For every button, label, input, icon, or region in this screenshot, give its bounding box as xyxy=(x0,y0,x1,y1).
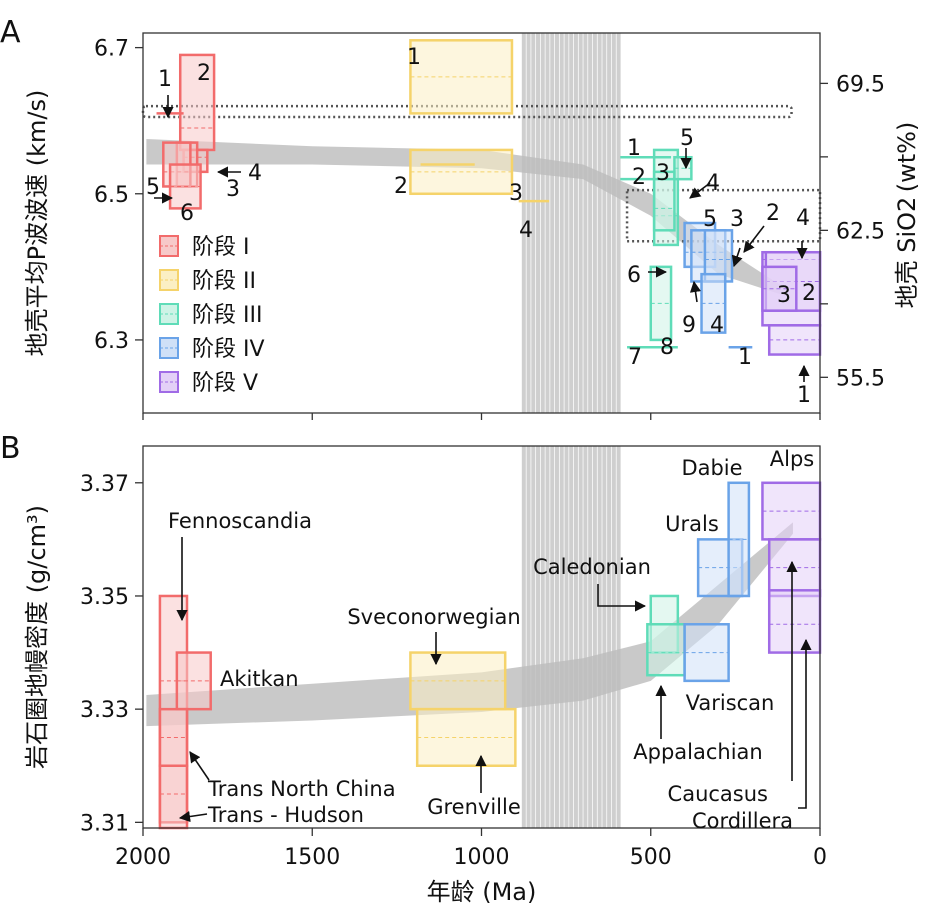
x-tick-label: 1500 xyxy=(284,845,340,870)
box-number-label: 9 xyxy=(682,313,696,338)
y-axis-title: 地壳平均P波波速 (km/s) xyxy=(23,90,51,357)
legend-label: 阶段 II xyxy=(192,269,256,294)
orogen-label: Akitkan xyxy=(220,667,299,691)
orogen-label: Grenville xyxy=(427,795,521,819)
orogen-label: Cordillera xyxy=(692,809,793,833)
box-number-label: 2 xyxy=(632,165,646,190)
pointer-arrow xyxy=(689,182,711,199)
box-number-label: 2 xyxy=(197,61,211,86)
legend-label: 阶段 V xyxy=(192,371,258,396)
box-number-label: 7 xyxy=(628,345,642,370)
panel-b: 3.31 3.33 3.35 3.37 2000 1500 1000 500 0 年龄 (Ma) 岩… xyxy=(0,431,827,906)
pointer-arrow xyxy=(689,280,702,303)
orogen-label: Alps xyxy=(770,447,814,471)
y2-tick-label: 69.5 xyxy=(836,72,885,97)
y-axis-title: 岩石圈地幔密度 (g/cm³) xyxy=(23,505,51,769)
y-tick-label: 6.3 xyxy=(94,329,129,354)
box-number-label: 4 xyxy=(796,206,810,231)
box-number-label: 8 xyxy=(660,335,674,360)
y2-axis-title: 地壳 SiO2 (wt%) xyxy=(893,122,925,309)
orogen-label: Sveconorwegian xyxy=(347,605,520,629)
legend-label: 阶段 I xyxy=(192,235,249,260)
data-box-stage-III xyxy=(652,170,676,232)
box-number-label: 1 xyxy=(738,345,752,370)
pointer-arrow xyxy=(798,638,812,809)
panel-letter-b: B xyxy=(0,431,21,466)
data-box-stage-I xyxy=(178,53,216,152)
data-box-stage-I xyxy=(158,764,189,830)
box-number-label: 3 xyxy=(656,161,670,186)
orogen-label: Caucasus xyxy=(668,782,768,806)
y2-tick-label: 62.5 xyxy=(836,219,885,244)
box-number-label: 4 xyxy=(706,171,720,196)
orogen-label: Variscan xyxy=(686,691,775,715)
box-number-label: 4 xyxy=(519,218,533,243)
orogen-label: Fennoscandia xyxy=(168,509,312,533)
y-tick-label: 6.7 xyxy=(94,37,129,62)
y-tick-label: 3.37 xyxy=(80,472,129,497)
box-number-label: 1 xyxy=(158,67,172,92)
box-number-label: 5 xyxy=(680,126,694,151)
box-number-label: 3 xyxy=(226,177,240,202)
box-number-label: 1 xyxy=(407,45,421,70)
x-tick-label: 0 xyxy=(813,845,827,870)
box-number-label: 3 xyxy=(509,181,523,206)
y2-axis-title-part: (wt%) xyxy=(893,122,921,193)
pointer-arrow xyxy=(597,584,647,612)
box-number-label: 6 xyxy=(180,201,194,226)
pointer-arrow xyxy=(178,810,208,823)
box-number-label: 1 xyxy=(797,383,811,408)
box-number-label: 5 xyxy=(146,175,160,200)
box-number-label: 5 xyxy=(703,207,717,232)
x-tick-label: 1000 xyxy=(454,845,510,870)
y-tick-label: 6.5 xyxy=(94,183,129,208)
y2-tick-label: 55.5 xyxy=(836,366,885,391)
orogen-label: Urals xyxy=(665,512,719,536)
legend-label: 阶段 IV xyxy=(192,337,265,362)
box-number-label: 1 xyxy=(627,136,641,161)
box-number-label: 4 xyxy=(248,161,262,186)
box-number-label: 2 xyxy=(766,201,780,226)
x-axis-title: 年龄 (Ma) xyxy=(427,878,537,906)
y-tick-label: 3.31 xyxy=(80,811,129,836)
orogen-label: Trans North China xyxy=(207,777,396,801)
box-number-label: 2 xyxy=(394,174,408,199)
panel-a: 6.3 6.5 6.7 55.5 62.5 69.5 地壳平均P波波速 (km/s) 地壳 S… xyxy=(0,15,925,420)
trend-band xyxy=(146,522,793,727)
x-tick-label: 500 xyxy=(630,845,672,870)
pointer-arrow xyxy=(743,225,765,253)
pointer-arrow xyxy=(189,751,210,781)
panel-letter-a: A xyxy=(0,15,21,50)
orogen-label: Appalachian xyxy=(633,740,762,764)
data-box-stage-III xyxy=(646,623,686,677)
box-number-label: 3 xyxy=(730,207,744,232)
box-number-label: 3 xyxy=(777,283,791,308)
orogen-label: Caledonian xyxy=(533,555,651,579)
y2-axis-title-part: 地壳 SiO2 xyxy=(893,197,921,309)
pointer-arrow xyxy=(731,247,743,268)
box-number-label: 2 xyxy=(802,281,816,306)
legend-label: 阶段 III xyxy=(192,303,262,328)
x-tick-label: 2000 xyxy=(115,845,171,870)
y-tick-label: 3.35 xyxy=(80,585,129,610)
box-number-label: 4 xyxy=(710,313,724,338)
orogen-label: Trans - Hudson xyxy=(207,803,364,827)
box-number-label: 6 xyxy=(627,263,641,288)
orogen-label: Dabie xyxy=(681,456,742,480)
y-tick-label: 3.33 xyxy=(80,698,129,723)
data-box-stage-V xyxy=(767,589,822,654)
